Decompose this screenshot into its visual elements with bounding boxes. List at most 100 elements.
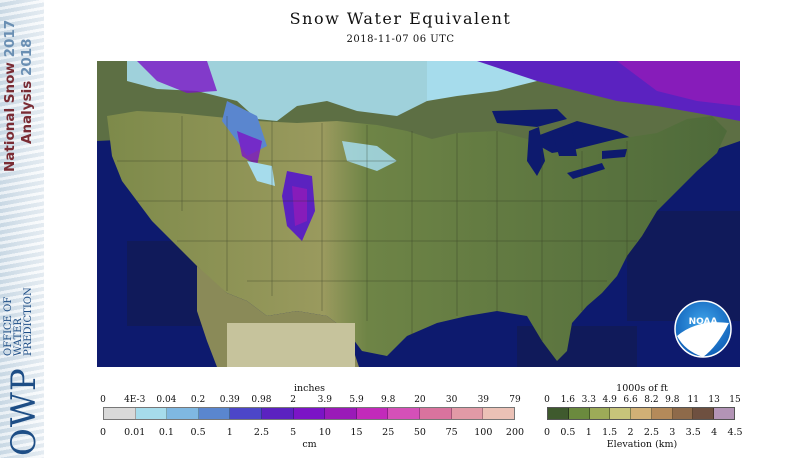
swe-cm-tick: 0.1 [158, 427, 174, 438]
elevation-km-tick: 2.5 [643, 427, 659, 438]
elevation-legend-swatch [610, 408, 632, 419]
swe-cm-tick: 25 [382, 427, 395, 438]
data-block-gulf [517, 326, 637, 367]
elevation-km-tick: 0.5 [560, 427, 576, 438]
program-name-line-1: National Snow [2, 62, 18, 172]
lake-michigan [527, 127, 545, 176]
elevation-legend-swatch [714, 408, 735, 419]
elevation-legend-bottom-unit: Elevation (km) [606, 439, 678, 450]
swe-cm-tick: 100 [474, 427, 493, 438]
swe-inch-tick: 0.2 [190, 395, 206, 405]
swe-inch-tick: 30 [445, 395, 458, 405]
swe-cm-tick: 0.01 [124, 427, 146, 438]
noaa-logo-text: NOAA [689, 317, 718, 327]
swe-inch-tick: 9.8 [381, 395, 396, 405]
swe-legend-swatch [167, 408, 199, 419]
swe-legend-swatch [451, 408, 484, 419]
elevation-km-tick: 4.5 [727, 427, 743, 438]
swe-inch-tick: 3.9 [317, 395, 333, 405]
swe-legend-swatch [135, 408, 168, 419]
elevation-legend-swatch [672, 408, 694, 419]
swe-legend-swatch [293, 408, 326, 419]
elevation-ft-tick: 9.8 [665, 395, 680, 405]
swe-legend-swatch [356, 408, 389, 419]
swe-cm-tick: 10 [318, 427, 331, 438]
elevation-ft-tick: 1.6 [560, 395, 576, 405]
state-boundaries [117, 116, 657, 341]
swe-cm-tick: 2.5 [253, 427, 270, 438]
elevation-legend-km-ticks: 0 0.5 1 1.5 2 2.5 3 3.5 4 4.5 [543, 427, 743, 439]
elevation-legend-top-unit: 1000s of ft [616, 383, 668, 394]
swe-cm-tick: 200 [505, 427, 525, 438]
program-name-line-2: Analysis [19, 80, 35, 144]
elevation-ft-tick: 3.3 [581, 395, 596, 405]
elevation-km-tick: 1.5 [602, 427, 618, 438]
lake-ontario [602, 149, 627, 159]
elevation-legend-swatch [568, 408, 590, 419]
elevation-ft-tick: 15 [729, 395, 741, 405]
swe-legend-top-unit: inches [293, 383, 326, 394]
swe-cm-tick: 15 [350, 427, 363, 438]
owp-logo: OWP [4, 367, 44, 456]
swe-legend-bottom-unit: cm [302, 439, 317, 450]
swe-cm-tick: 0 [99, 427, 107, 438]
map-svg: NOAA [97, 61, 740, 367]
elevation-ft-tick: 4.9 [602, 395, 617, 405]
elevation-legend-swatch [548, 408, 569, 419]
snow-cover-colorado-deep [292, 186, 307, 226]
swe-inch-tick: 79 [509, 395, 521, 405]
elevation-legend-swatch [589, 408, 611, 419]
snow-cover-quebec-deep [617, 61, 740, 106]
office-name: OFFICE OF WATER PREDICTION [3, 272, 34, 356]
snow-cover-montana-deep [237, 131, 262, 166]
snow-water-equivalent-map: NOAA [97, 61, 740, 367]
swe-legend-swatch [262, 408, 294, 419]
swe-legend-cm-ticks: 0 0.01 0.1 0.5 1 2.5 5 10 15 25 50 75 100 200 [97, 427, 525, 439]
swe-inch-tick: 5.9 [349, 395, 364, 405]
swe-inch-tick: 0.04 [156, 395, 177, 405]
swe-cm-tick: 75 [445, 427, 458, 438]
swe-legend-swatch [325, 408, 357, 419]
swe-legend-swatch [420, 408, 452, 419]
swe-inch-tick: 39 [477, 395, 490, 405]
lake-erie [567, 163, 605, 179]
swe-cm-tick: 0.5 [190, 427, 206, 438]
elevation-km-tick: 1 [585, 427, 592, 438]
noaa-logo: NOAA [674, 300, 732, 358]
elevation-legend-swatch [693, 408, 715, 419]
elevation-legend-ft-ticks: 0 1.6 3.3 4.9 6.6 8.2 9.8 11 13 15 [544, 395, 741, 407]
swe-legend-swatch [104, 408, 136, 419]
map-title: Snow Water Equivalent [289, 9, 512, 28]
mexico-no-data [227, 323, 355, 367]
elevation-legend-swatch [651, 408, 673, 419]
elevation-km-tick: 4 [711, 427, 718, 438]
swe-inch-tick: 0.39 [219, 395, 240, 405]
swe-legend-swatch [230, 408, 263, 419]
elevation-ft-tick: 6.6 [623, 395, 638, 405]
swe-legend-inch-ticks: 0 4E-3 0.04 0.2 0.39 0.98 2 3.9 5.9 9.8 20 30 39 79 [97, 395, 522, 407]
elevation-ft-tick: 8.2 [644, 395, 659, 405]
elevation-legend-swatch [631, 408, 652, 419]
sidebar-texture [0, 0, 44, 458]
swe-inch-tick: 0 [100, 395, 106, 405]
swe-legend-colorbar [103, 407, 515, 420]
elevation-km-tick: 2 [627, 427, 634, 438]
elevation-km-tick: 3.5 [685, 427, 701, 438]
swe-cm-tick: 1 [226, 427, 233, 438]
swe-cm-tick: 50 [413, 427, 426, 438]
swe-inch-tick: 20 [414, 395, 426, 405]
lake-superior [492, 109, 567, 127]
elevation-legend-colorbar [547, 407, 735, 420]
elevation-km-tick: 3 [669, 427, 676, 438]
swe-inch-tick: 0.98 [251, 395, 272, 405]
swe-inch-tick: 4E-3 [124, 395, 146, 405]
swe-inch-tick: 2 [290, 395, 297, 405]
snow-cover-dakotas [342, 141, 397, 171]
branding-sidebar: National Snow 2017 Analysis 2018 OFFICE … [0, 0, 44, 458]
elevation-ft-tick: 13 [708, 395, 720, 405]
elevation-ft-tick: 11 [687, 395, 699, 405]
elevation-km-tick: 0 [543, 427, 551, 438]
swe-legend-swatch [198, 408, 231, 419]
swe-cm-tick: 5 [290, 427, 297, 438]
map-timestamp: 2018-11-07 06 UTC [346, 34, 455, 45]
